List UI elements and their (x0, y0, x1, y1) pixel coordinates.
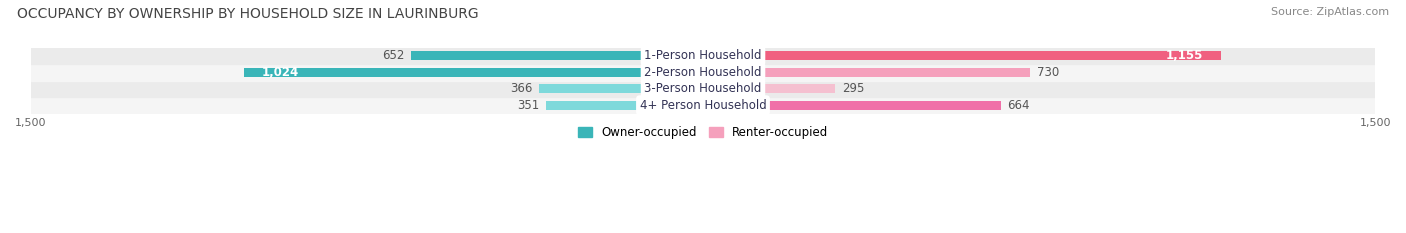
Bar (411, 51, 703, 60)
Text: 2-Person Household: 2-Person Household (644, 66, 762, 79)
Bar (546, 101, 703, 110)
Bar (703, 84, 835, 93)
Bar (703, 51, 1220, 60)
Text: 664: 664 (1007, 99, 1029, 112)
Bar (31, 81, 1375, 97)
Bar (245, 68, 703, 77)
Text: 1,024: 1,024 (262, 66, 299, 79)
Text: 652: 652 (381, 49, 404, 62)
Bar (538, 84, 703, 93)
Text: 366: 366 (510, 82, 533, 95)
Text: 1-Person Household: 1-Person Household (644, 49, 762, 62)
Bar (703, 101, 1001, 110)
Text: 351: 351 (517, 99, 538, 112)
Text: 3-Person Household: 3-Person Household (644, 82, 762, 95)
Text: 1,155: 1,155 (1166, 49, 1202, 62)
Text: 730: 730 (1036, 66, 1059, 79)
Bar (31, 97, 1375, 113)
Text: 4+ Person Household: 4+ Person Household (640, 99, 766, 112)
Text: 295: 295 (842, 82, 865, 95)
Bar (703, 68, 1031, 77)
Legend: Owner-occupied, Renter-occupied: Owner-occupied, Renter-occupied (572, 121, 834, 144)
Text: Source: ZipAtlas.com: Source: ZipAtlas.com (1271, 7, 1389, 17)
Text: OCCUPANCY BY OWNERSHIP BY HOUSEHOLD SIZE IN LAURINBURG: OCCUPANCY BY OWNERSHIP BY HOUSEHOLD SIZE… (17, 7, 478, 21)
Bar (31, 64, 1375, 81)
Bar (31, 48, 1375, 64)
